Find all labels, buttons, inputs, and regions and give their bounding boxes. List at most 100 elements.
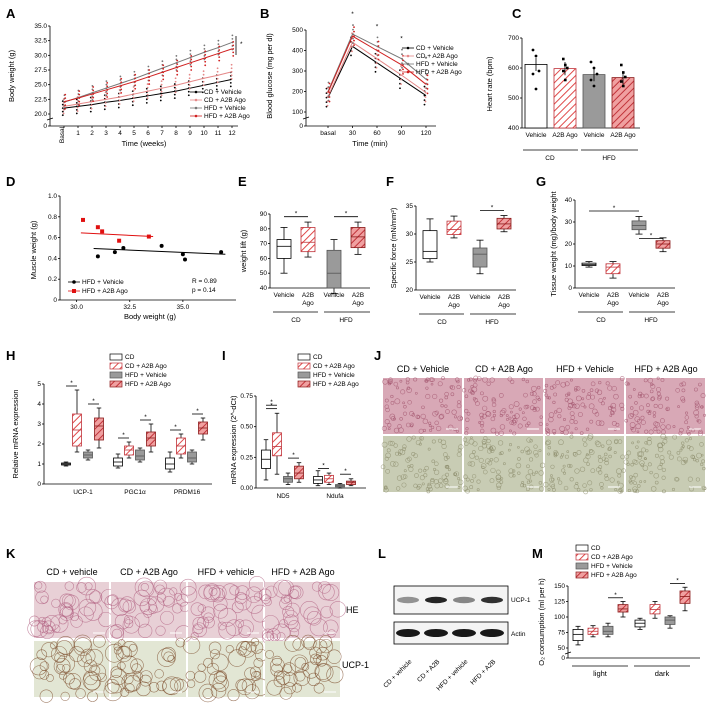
cell bbox=[465, 477, 470, 482]
data-point bbox=[230, 67, 233, 70]
cell bbox=[569, 411, 575, 417]
cell bbox=[582, 483, 587, 488]
data-point bbox=[104, 101, 107, 104]
cell bbox=[114, 613, 131, 630]
cell bbox=[532, 472, 536, 476]
data-point bbox=[160, 90, 163, 93]
cell bbox=[479, 428, 485, 434]
cell bbox=[155, 625, 166, 636]
xtick-label: 30.0 bbox=[70, 304, 83, 311]
cell bbox=[607, 447, 611, 452]
data-point bbox=[162, 64, 165, 67]
bar bbox=[524, 64, 548, 129]
legend-entry: CD + A2B Ago bbox=[204, 97, 246, 104]
cell bbox=[203, 616, 215, 629]
cell bbox=[301, 634, 315, 649]
legend-swatch bbox=[109, 371, 123, 379]
cell bbox=[546, 396, 550, 400]
cell bbox=[455, 429, 459, 433]
xtick-label: 12 bbox=[228, 130, 236, 137]
legend-marker bbox=[406, 54, 410, 58]
cell bbox=[628, 394, 633, 399]
xtick-label: 1 bbox=[76, 130, 80, 137]
cell bbox=[56, 654, 76, 673]
cell bbox=[206, 662, 219, 675]
data-point bbox=[132, 96, 135, 99]
cell bbox=[572, 452, 577, 456]
box bbox=[617, 604, 629, 613]
data-point bbox=[103, 108, 106, 111]
cell bbox=[694, 405, 700, 410]
cell bbox=[597, 455, 602, 459]
cell bbox=[489, 458, 494, 462]
data-point bbox=[218, 52, 221, 55]
gene-label: PGC1α bbox=[124, 489, 146, 496]
cell bbox=[660, 433, 666, 440]
cell bbox=[684, 438, 689, 443]
data-point bbox=[352, 28, 354, 31]
gene-label: Ndufa bbox=[326, 493, 344, 500]
cell bbox=[606, 439, 612, 446]
cell bbox=[280, 594, 291, 604]
data-point bbox=[145, 101, 148, 104]
blot-actin bbox=[393, 621, 509, 645]
data-point bbox=[204, 60, 207, 63]
y-axis-title: O₂ consumption (ml per h) bbox=[537, 578, 546, 666]
cell bbox=[433, 479, 439, 485]
cell bbox=[630, 462, 634, 467]
cell bbox=[548, 412, 555, 418]
box bbox=[94, 417, 104, 441]
cell bbox=[133, 589, 150, 607]
data-point bbox=[64, 100, 67, 103]
data-point-a2b bbox=[100, 229, 105, 234]
cell bbox=[434, 420, 439, 426]
data-point bbox=[188, 87, 191, 90]
data-point bbox=[106, 96, 109, 98]
cell bbox=[122, 616, 140, 634]
cell bbox=[665, 407, 669, 411]
cell bbox=[415, 440, 421, 446]
data-point bbox=[106, 92, 109, 95]
cell bbox=[85, 648, 104, 667]
cell bbox=[118, 598, 133, 613]
ytick-label: 1.0 bbox=[48, 193, 57, 200]
data-point bbox=[104, 105, 107, 108]
cell bbox=[431, 439, 436, 444]
ytick-label: 300 bbox=[292, 68, 303, 75]
data-point bbox=[118, 103, 121, 105]
cell bbox=[532, 399, 537, 405]
xtick-label: 5 bbox=[132, 130, 136, 137]
cell bbox=[443, 478, 449, 484]
cell bbox=[700, 405, 703, 409]
data-point bbox=[423, 94, 426, 97]
ytick-label: 0 bbox=[561, 655, 565, 662]
legend-swatch bbox=[575, 571, 589, 579]
cell bbox=[156, 680, 167, 692]
data-point bbox=[402, 59, 404, 62]
data-point bbox=[426, 83, 429, 86]
cell bbox=[139, 601, 151, 612]
cell bbox=[80, 648, 96, 664]
cell bbox=[675, 388, 680, 393]
data-point bbox=[375, 62, 378, 65]
cell bbox=[633, 459, 639, 465]
cell bbox=[640, 419, 646, 425]
cell bbox=[647, 462, 652, 467]
data-point bbox=[146, 97, 149, 100]
cell bbox=[481, 443, 488, 449]
column-label: CD + vehicle bbox=[46, 567, 97, 577]
data-point bbox=[620, 63, 623, 67]
data-point bbox=[230, 63, 233, 66]
cell bbox=[179, 578, 197, 596]
data-point bbox=[190, 69, 193, 71]
cell bbox=[539, 462, 546, 468]
cell bbox=[137, 580, 155, 598]
ytick-label: 500 bbox=[508, 95, 519, 102]
data-point bbox=[61, 100, 64, 102]
cell bbox=[82, 671, 102, 691]
data-point bbox=[175, 55, 178, 57]
cell bbox=[384, 486, 388, 490]
data-point bbox=[204, 50, 207, 53]
data-point bbox=[400, 65, 402, 67]
